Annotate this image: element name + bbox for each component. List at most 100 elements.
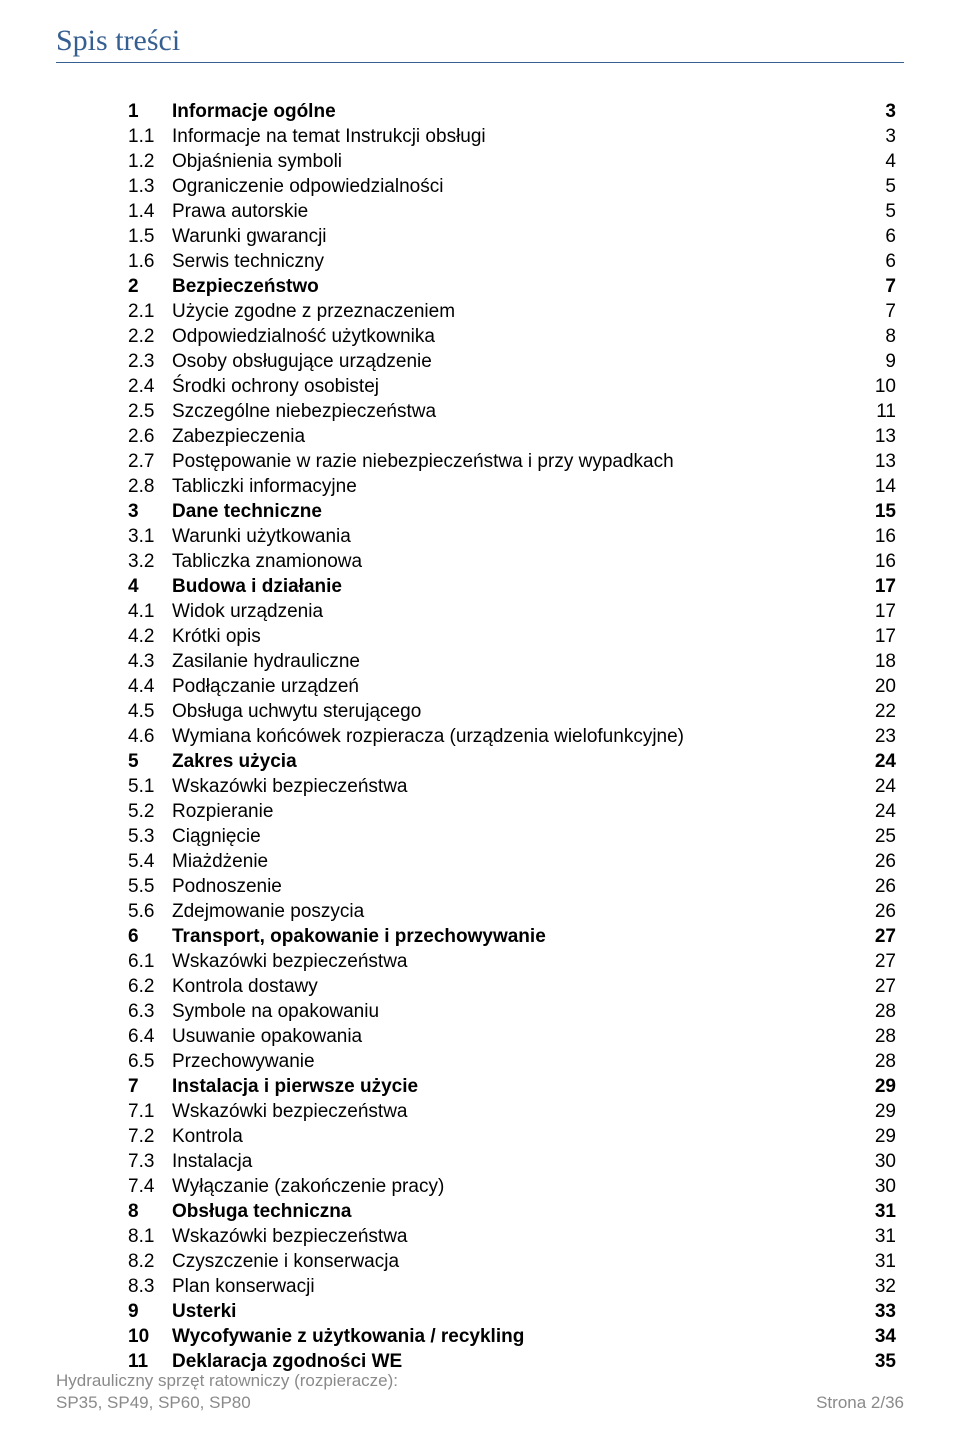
toc-label: Podłączanie urządzeń <box>172 674 856 699</box>
toc-row: 5.5Podnoszenie26 <box>128 874 896 899</box>
toc-page: 18 <box>856 649 896 674</box>
toc-label: Widok urządzenia <box>172 599 856 624</box>
toc-page: 7 <box>856 274 896 299</box>
toc-row: 4.3Zasilanie hydrauliczne18 <box>128 649 896 674</box>
toc-row: 5.1Wskazówki bezpieczeństwa24 <box>128 774 896 799</box>
toc-label: Środki ochrony osobistej <box>172 374 856 399</box>
toc-row: 3.2Tabliczka znamionowa16 <box>128 549 896 574</box>
toc-number: 2.4 <box>128 374 172 399</box>
toc-page: 7 <box>856 299 896 324</box>
toc-page: 15 <box>856 499 896 524</box>
toc-label: Postępowanie w razie niebezpieczeństwa i… <box>172 449 856 474</box>
toc-row: 5.6Zdejmowanie poszycia26 <box>128 899 896 924</box>
toc-number: 6.2 <box>128 974 172 999</box>
toc-page: 9 <box>856 349 896 374</box>
footer-page-number: Strona 2/36 <box>816 1392 904 1414</box>
toc-page: 29 <box>856 1074 896 1099</box>
toc-page: 3 <box>856 124 896 149</box>
toc-row: 3.1Warunki użytkowania16 <box>128 524 896 549</box>
toc-label: Miażdżenie <box>172 849 856 874</box>
footer: Hydrauliczny sprzęt ratowniczy (rozpiera… <box>56 1370 904 1414</box>
toc-number: 4.6 <box>128 724 172 749</box>
page: Spis treści 1Informacje ogólne31.1Inform… <box>0 0 960 1444</box>
toc-label: Podnoszenie <box>172 874 856 899</box>
toc-row: 7.4Wyłączanie (zakończenie pracy)30 <box>128 1174 896 1199</box>
toc-page: 13 <box>856 424 896 449</box>
toc-row: 6.2Kontrola dostawy27 <box>128 974 896 999</box>
toc-label: Wskazówki bezpieczeństwa <box>172 774 856 799</box>
toc-row: 5Zakres użycia24 <box>128 749 896 774</box>
toc-row: 1.5Warunki gwarancji6 <box>128 224 896 249</box>
toc-page: 24 <box>856 749 896 774</box>
toc-label: Wskazówki bezpieczeństwa <box>172 1224 856 1249</box>
toc-number: 4.5 <box>128 699 172 724</box>
toc-row: 8Obsługa techniczna31 <box>128 1199 896 1224</box>
footer-line1: Hydrauliczny sprzęt ratowniczy (rozpiera… <box>56 1371 398 1390</box>
toc-row: 7Instalacja i pierwsze użycie29 <box>128 1074 896 1099</box>
toc-number: 6 <box>128 924 172 949</box>
toc-label: Objaśnienia symboli <box>172 149 856 174</box>
toc-page: 26 <box>856 874 896 899</box>
toc-label: Szczególne niebezpieczeństwa <box>172 399 856 424</box>
toc-row: 6.3Symbole na opakowaniu28 <box>128 999 896 1024</box>
toc-page: 30 <box>856 1149 896 1174</box>
toc-page: 31 <box>856 1249 896 1274</box>
toc-row: 4.4Podłączanie urządzeń20 <box>128 674 896 699</box>
toc-label: Informacje ogólne <box>172 99 856 124</box>
toc-row: 3Dane techniczne15 <box>128 499 896 524</box>
toc-row: 2.6Zabezpieczenia13 <box>128 424 896 449</box>
toc-label: Instalacja <box>172 1149 856 1174</box>
toc-number: 5.4 <box>128 849 172 874</box>
toc-page: 5 <box>856 174 896 199</box>
toc-number: 5.2 <box>128 799 172 824</box>
toc-label: Obsługa uchwytu sterującego <box>172 699 856 724</box>
toc-number: 8.2 <box>128 1249 172 1274</box>
toc-label: Dane techniczne <box>172 499 856 524</box>
toc-row: 1.6Serwis techniczny6 <box>128 249 896 274</box>
toc-number: 1.5 <box>128 224 172 249</box>
toc-number: 5 <box>128 749 172 774</box>
toc-label: Wskazówki bezpieczeństwa <box>172 1099 856 1124</box>
toc-row: 1Informacje ogólne3 <box>128 99 896 124</box>
toc-label: Użycie zgodne z przeznaczeniem <box>172 299 856 324</box>
table-of-contents: 1Informacje ogólne31.1Informacje na tema… <box>128 99 896 1374</box>
toc-label: Warunki użytkowania <box>172 524 856 549</box>
toc-page: 34 <box>856 1324 896 1349</box>
toc-label: Osoby obsługujące urządzenie <box>172 349 856 374</box>
toc-page: 25 <box>856 824 896 849</box>
toc-label: Kontrola dostawy <box>172 974 856 999</box>
toc-number: 1 <box>128 99 172 124</box>
toc-number: 4 <box>128 574 172 599</box>
toc-page: 17 <box>856 574 896 599</box>
toc-number: 4.4 <box>128 674 172 699</box>
toc-row: 4Budowa i działanie17 <box>128 574 896 599</box>
toc-row: 4.6Wymiana końcówek rozpieracza (urządze… <box>128 724 896 749</box>
toc-label: Serwis techniczny <box>172 249 856 274</box>
toc-page: 27 <box>856 924 896 949</box>
toc-page: 31 <box>856 1199 896 1224</box>
toc-page: 6 <box>856 224 896 249</box>
toc-row: 10Wycofywanie z użytkowania / recykling3… <box>128 1324 896 1349</box>
toc-row: 1.1Informacje na temat Instrukcji obsług… <box>128 124 896 149</box>
toc-row: 9Usterki33 <box>128 1299 896 1324</box>
toc-page: 27 <box>856 949 896 974</box>
toc-page: 13 <box>856 449 896 474</box>
toc-row: 4.1Widok urządzenia17 <box>128 599 896 624</box>
toc-number: 5.1 <box>128 774 172 799</box>
toc-number: 5.5 <box>128 874 172 899</box>
toc-page: 27 <box>856 974 896 999</box>
toc-page: 33 <box>856 1299 896 1324</box>
toc-page: 22 <box>856 699 896 724</box>
toc-page: 23 <box>856 724 896 749</box>
toc-page: 29 <box>856 1099 896 1124</box>
toc-label: Plan konserwacji <box>172 1274 856 1299</box>
toc-number: 7 <box>128 1074 172 1099</box>
toc-row: 5.3Ciągnięcie25 <box>128 824 896 849</box>
toc-row: 1.2Objaśnienia symboli4 <box>128 149 896 174</box>
toc-page: 16 <box>856 549 896 574</box>
toc-page: 17 <box>856 624 896 649</box>
toc-page: 11 <box>856 399 896 424</box>
toc-label: Bezpieczeństwo <box>172 274 856 299</box>
toc-page: 32 <box>856 1274 896 1299</box>
toc-page: 3 <box>856 99 896 124</box>
